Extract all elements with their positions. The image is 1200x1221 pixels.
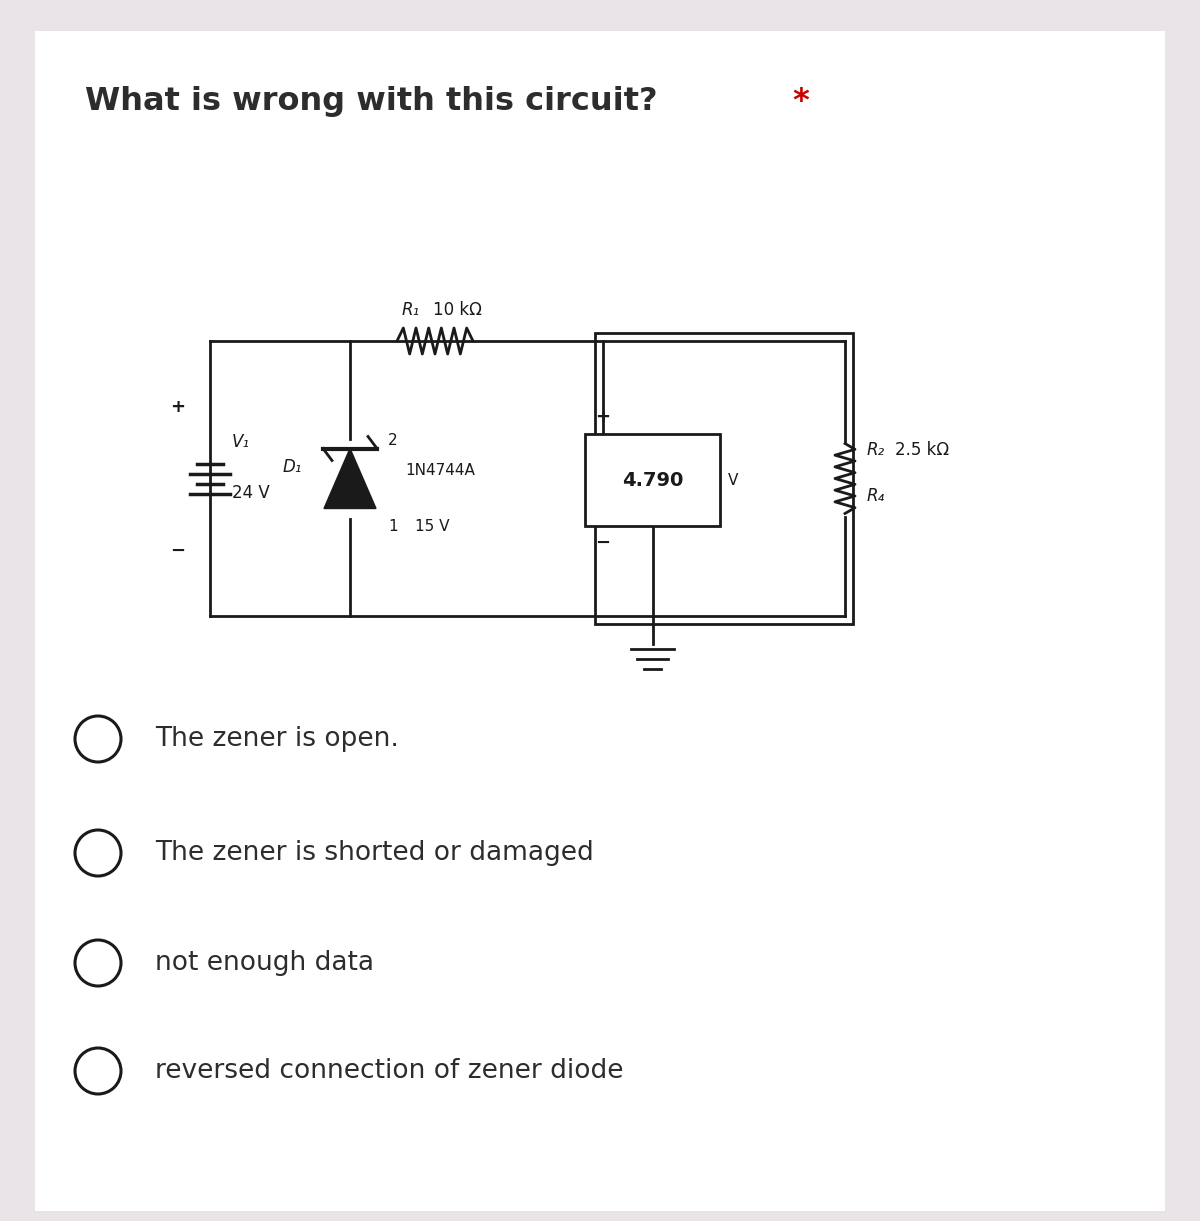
Text: reversed connection of zener diode: reversed connection of zener diode (155, 1059, 624, 1084)
Text: R₂: R₂ (866, 441, 886, 459)
Text: 10 kΩ: 10 kΩ (433, 302, 482, 319)
Text: V: V (728, 473, 738, 487)
Text: The zener is open.: The zener is open. (155, 726, 398, 752)
Text: R₄: R₄ (866, 486, 886, 504)
Text: What is wrong with this circuit?: What is wrong with this circuit? (85, 85, 658, 117)
Polygon shape (324, 448, 376, 508)
Text: +: + (170, 398, 186, 416)
Text: 24 V: 24 V (232, 484, 270, 502)
Text: −: − (595, 534, 611, 552)
FancyBboxPatch shape (35, 31, 1165, 1211)
Text: 1N4744A: 1N4744A (406, 463, 475, 477)
Text: *: * (782, 85, 810, 117)
Text: 1: 1 (388, 519, 397, 534)
Text: 2.5 kΩ: 2.5 kΩ (895, 441, 949, 459)
Text: R₁: R₁ (402, 302, 420, 319)
Bar (595, 333, 853, 624)
Bar (586, 433, 720, 526)
Text: not enough data: not enough data (155, 950, 374, 976)
Text: The zener is shorted or damaged: The zener is shorted or damaged (155, 840, 594, 866)
Text: V₁: V₁ (232, 433, 250, 451)
Text: −: − (170, 542, 186, 560)
Text: 15 V: 15 V (415, 519, 450, 534)
Text: 4.790: 4.790 (622, 470, 683, 490)
Text: 2: 2 (388, 433, 397, 448)
Text: +: + (595, 408, 611, 426)
Text: D₁: D₁ (283, 458, 302, 475)
